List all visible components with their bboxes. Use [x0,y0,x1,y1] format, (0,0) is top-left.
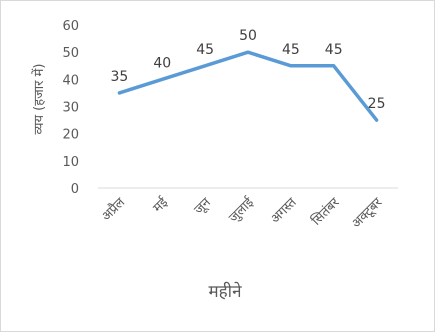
y-axis-title: व्यय (हजार में) [31,64,47,135]
x-tick-label: मई [150,194,172,216]
y-tick-label: 0 [71,182,79,197]
x-axis-ticks: अप्रैल मई जून जुलाई अगस्त सितंबर अक्टूबर [98,194,385,232]
y-tick-label: 50 [62,46,79,61]
series-line [117,50,379,122]
data-label: 45 [282,42,300,58]
data-label: 25 [368,96,386,112]
data-labels: 35 40 45 50 45 45 25 [111,28,386,112]
y-axis-ticks: 0 10 20 30 40 50 60 [62,19,79,197]
x-tick-label: अगस्त [268,195,300,227]
y-tick-label: 20 [62,128,79,143]
x-tick-label: अप्रैल [98,194,128,224]
data-label: 45 [325,42,343,58]
data-label: 50 [239,28,257,44]
x-tick-label: जुलाई [226,194,258,226]
data-label: 45 [196,42,214,58]
y-tick-label: 30 [62,101,79,116]
x-axis-title: महीने [208,281,242,302]
data-label: 35 [111,69,129,85]
x-tick-label: अक्टूबर [349,195,386,232]
x-tick-label: जून [191,195,214,218]
y-tick-label: 40 [62,73,79,88]
y-tick-label: 10 [62,155,79,170]
x-tick-label: सितंबर [308,194,343,229]
y-tick-label: 60 [62,19,79,34]
data-label: 40 [153,55,171,71]
